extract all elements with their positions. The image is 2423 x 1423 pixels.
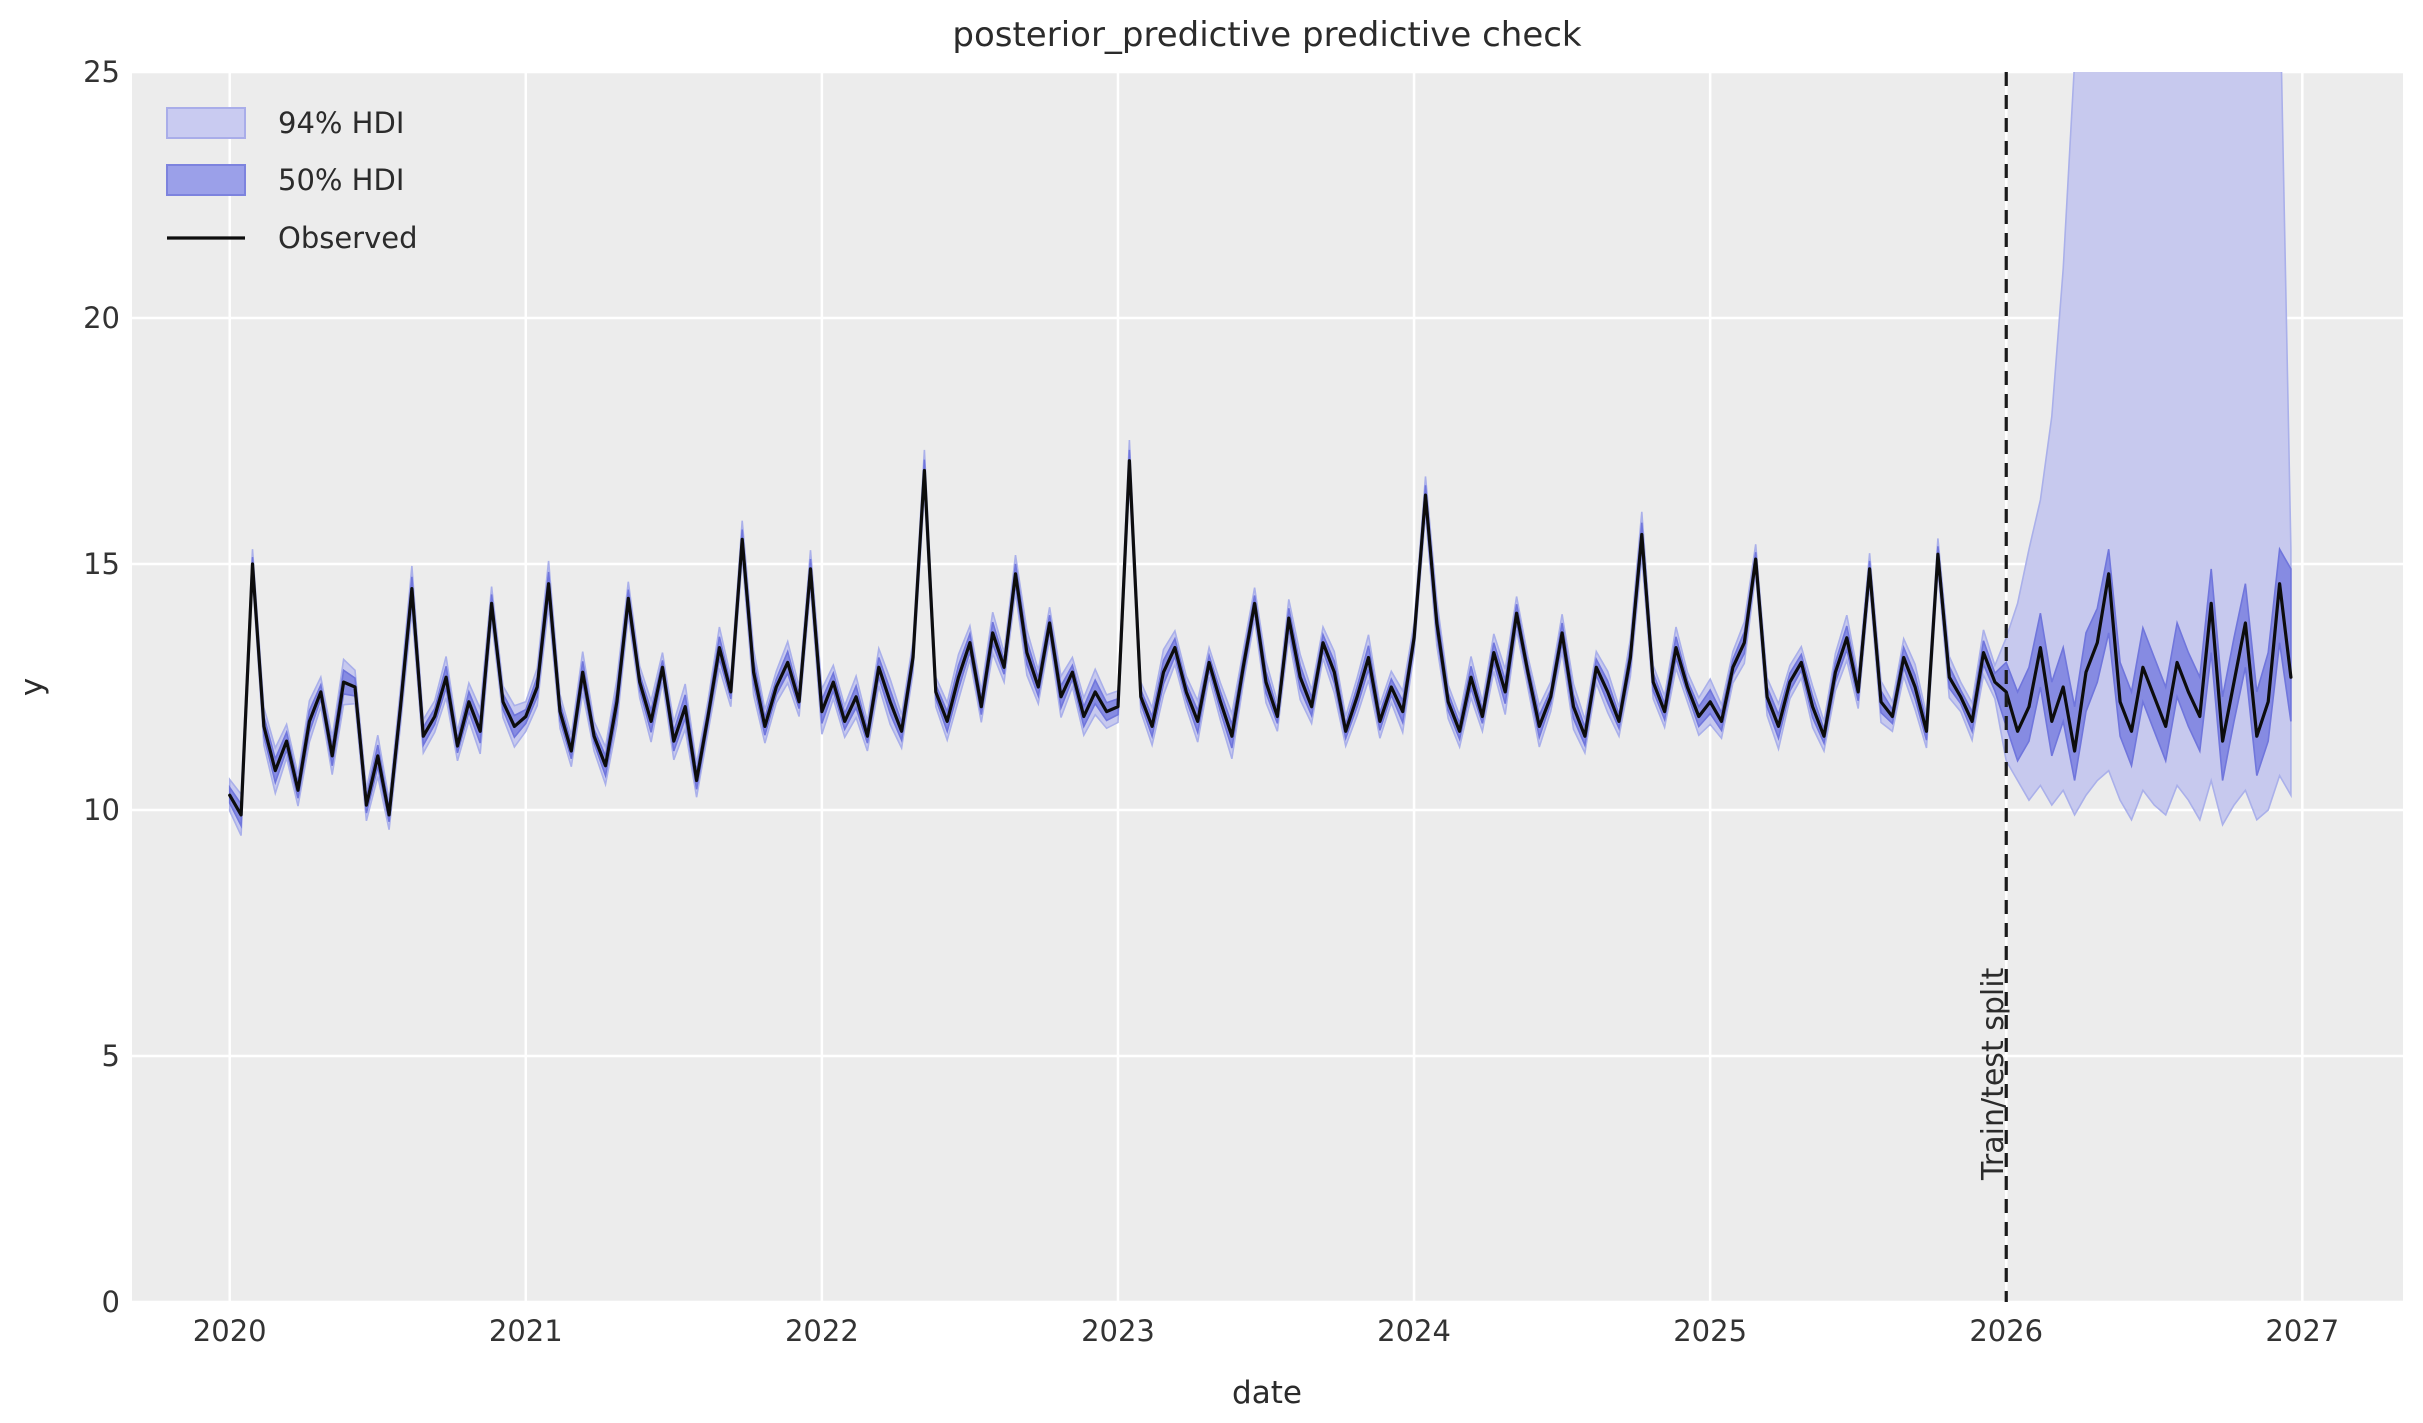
x-tick-label: 2024 bbox=[1377, 1314, 1451, 1348]
legend-swatch-94-hdi bbox=[166, 107, 246, 139]
y-axis-ticks: 0 5 10 15 20 25 bbox=[83, 55, 120, 1319]
y-tick-label: 15 bbox=[83, 547, 120, 581]
chart-title: posterior_predictive predictive check bbox=[952, 15, 1582, 55]
legend-label-observed: Observed bbox=[278, 221, 418, 255]
x-tick-label: 2020 bbox=[193, 1314, 267, 1348]
y-tick-label: 20 bbox=[83, 301, 120, 335]
legend-label-94-hdi: 94% HDI bbox=[278, 106, 404, 140]
y-tick-label: 5 bbox=[102, 1039, 120, 1073]
y-tick-label: 0 bbox=[102, 1285, 120, 1319]
y-tick-label: 25 bbox=[83, 55, 120, 89]
x-tick-label: 2022 bbox=[785, 1314, 859, 1348]
x-axis-ticks: 2020 2021 2022 2023 2024 2025 2026 2027 bbox=[193, 1314, 2339, 1348]
x-tick-label: 2026 bbox=[1969, 1314, 2043, 1348]
train-test-split-label: Train/test split bbox=[1976, 967, 2011, 1181]
observed-line bbox=[228, 459, 2293, 817]
legend-swatch-50-hdi bbox=[166, 164, 246, 196]
legend-label-50-hdi: 50% HDI bbox=[278, 163, 404, 197]
y-axis-label: y bbox=[14, 678, 50, 696]
x-tick-label: 2025 bbox=[1673, 1314, 1747, 1348]
x-tick-label: 2027 bbox=[2265, 1314, 2339, 1348]
x-tick-label: 2023 bbox=[1081, 1314, 1155, 1348]
x-tick-label: 2021 bbox=[489, 1314, 563, 1348]
x-axis-label: date bbox=[1232, 1375, 1302, 1411]
legend: 94% HDI 50% HDI Observed bbox=[166, 106, 418, 255]
y-tick-label: 10 bbox=[83, 793, 120, 827]
